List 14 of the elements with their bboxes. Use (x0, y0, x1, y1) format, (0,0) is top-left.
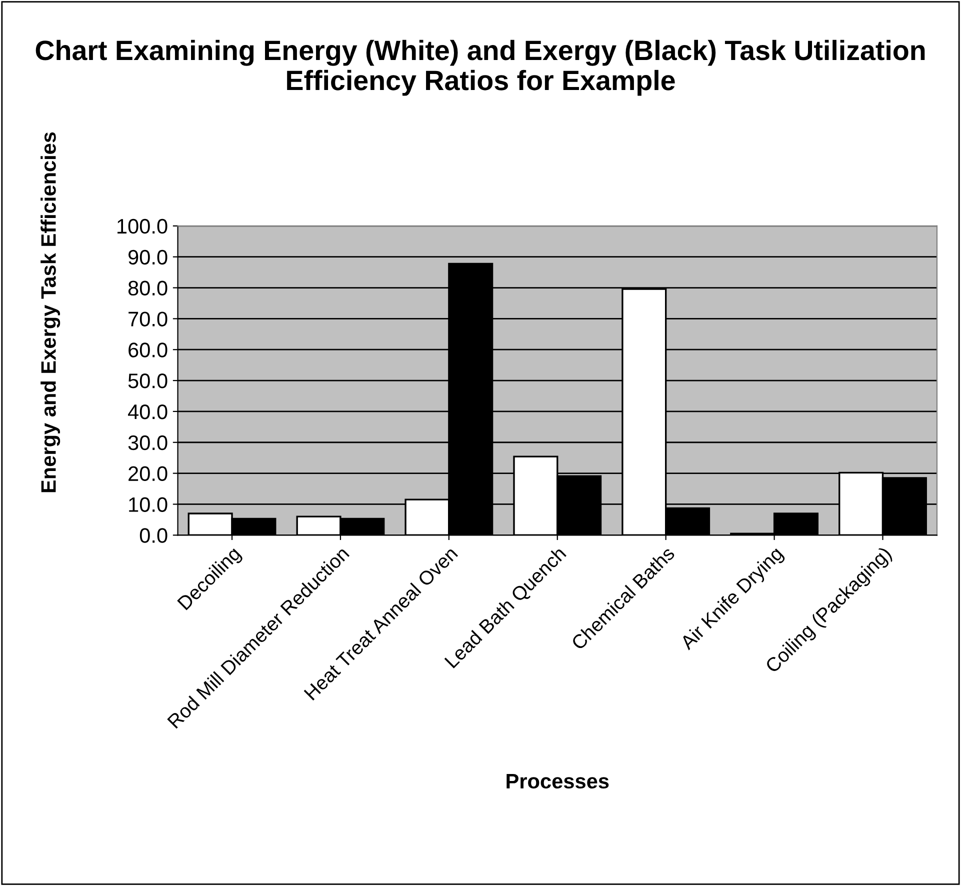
chart-title: Chart Examining Energy (White) and Exergy (Black) Task Utilization Efficiency Ratios for Example (36, 40, 925, 96)
y-tick-label: 0.0 (140, 528, 168, 543)
y-axis-title: Energy and Exergy Task Efficiencies (40, 132, 60, 492)
y-tick-label: 10.0 (129, 497, 168, 512)
y-tick-label: 90.0 (128, 250, 168, 265)
y-tick-label: 40.0 (128, 404, 168, 420)
y-tick-label: 100.0 (118, 218, 168, 234)
y-tick-label: 20.0 (128, 466, 168, 482)
y-tick-label: 30.0 (128, 435, 168, 450)
y-tick-label: 50.0 (128, 374, 168, 388)
x-axis-title: Processes (506, 774, 609, 789)
y-tick-label: 70.0 (128, 312, 168, 326)
y-tick-label: 80.0 (128, 280, 168, 296)
y-tick-label: 60.0 (128, 342, 168, 358)
